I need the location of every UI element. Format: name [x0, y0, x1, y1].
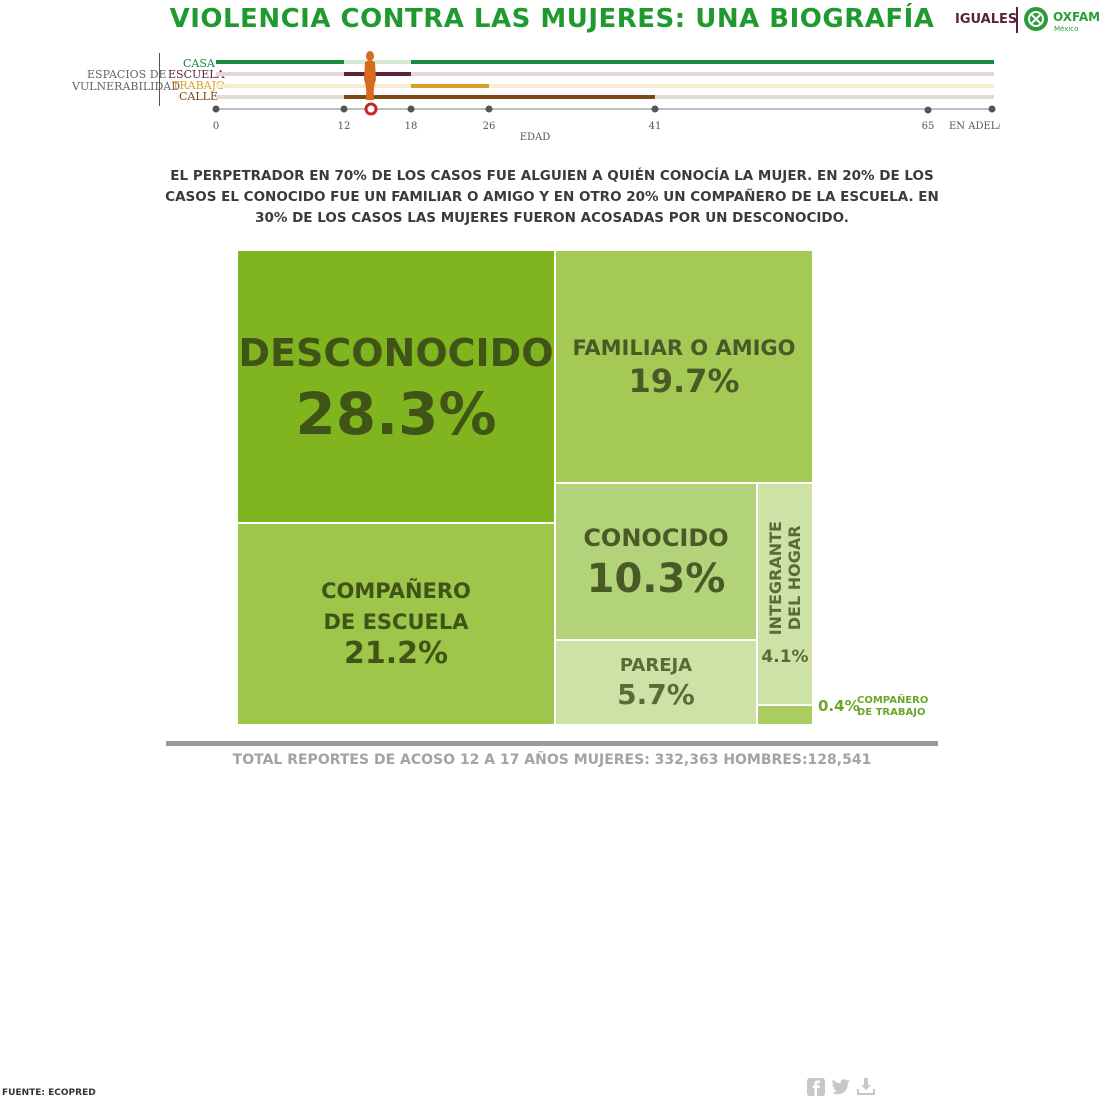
treemap-cell-companero-escuela: COMPAÑERO DE ESCUELA 21.2% — [237, 523, 555, 725]
oxfam-logo-subtitle: México — [1054, 25, 1079, 33]
woman-figure-icon — [364, 51, 376, 100]
timeline-y-axis — [159, 53, 160, 106]
lane-bar-escuela-active — [344, 72, 411, 76]
total-separator — [166, 741, 938, 746]
lane-bar-trabajo-active — [411, 84, 489, 88]
facebook-icon[interactable] — [806, 1078, 826, 1098]
timeline-chart — [212, 51, 996, 116]
timeline-y-label-1: ESPACIOS DE — [87, 68, 167, 81]
tick-label-end: EN ADELANTE — [949, 121, 1000, 132]
treemap-value-companero-trabajo: 0.4% — [818, 697, 860, 715]
lane-label-escuela: ESCUELA — [168, 68, 225, 81]
lane-bar-escuela — [216, 72, 994, 76]
download-icon[interactable] — [856, 1078, 876, 1098]
treemap-label-companero-trabajo: COMPAÑERO DE TRABAJO — [857, 695, 929, 718]
tick-label-26: 26 — [482, 121, 496, 132]
treemap-cell-conocido: CONOCIDO 10.3% — [555, 483, 757, 640]
treemap-value: 4.1% — [761, 647, 809, 668]
description-text: EL PERPETRADOR EN 70% DE LOS CASOS FUE A… — [165, 168, 939, 226]
lane-bar-casa-highlight — [344, 60, 411, 64]
treemap-cell-familiar-amigo: FAMILIAR O AMIGO 19.7% — [555, 250, 813, 483]
timeline-y-label-2: VULNERABILIDAD — [72, 80, 181, 93]
tick-dot-12 — [340, 105, 348, 113]
treemap-label: FAMILIAR O AMIGO — [572, 335, 796, 360]
treemap-value: 10.3% — [586, 555, 726, 602]
treemap-value: 28.3% — [295, 379, 497, 448]
treemap-cell-pareja: PAREJA 5.7% — [555, 640, 757, 725]
tick-label-65: 65 — [921, 121, 935, 132]
tick-dot-65 — [924, 106, 932, 114]
tick-dot-26 — [485, 105, 493, 113]
treemap-value: 21.2% — [343, 636, 449, 672]
oxfam-logo-text: OXFAM — [1053, 10, 1101, 24]
treemap-value: 5.7% — [617, 678, 695, 712]
treemap-label: COMPAÑERO DE ESCUELA — [321, 579, 471, 634]
treemap-label: PAREJA — [619, 655, 693, 677]
page-title: VIOLENCIA CONTRA LAS MUJERES: UNA BIOGRA… — [169, 4, 935, 34]
treemap-cell-desconocido: DESCONOCIDO 28.3% — [237, 250, 555, 523]
tick-label-12: 12 — [337, 121, 351, 132]
tick-dot-end — [988, 105, 996, 113]
lane-label-calle: CALLE — [179, 90, 218, 103]
tick-dot-41 — [651, 105, 659, 113]
lane-bar-trabajo — [216, 84, 994, 88]
treemap-cell-integrante-hogar: INTEGRANTE DEL HOGAR 4.1% — [757, 483, 813, 705]
twitter-icon[interactable] — [831, 1078, 851, 1098]
tick-label-18: 18 — [404, 121, 418, 132]
total-reports-text: TOTAL REPORTES DE ACOSO 12 A 17 AÑOS MUJ… — [232, 752, 872, 768]
tick-label-0: 0 — [212, 121, 220, 132]
oxfam-logo-icon — [1024, 7, 1048, 31]
logo-divider — [1016, 7, 1018, 33]
iguales-logo: IGUALES — [955, 12, 1018, 27]
timeline-x-label: EDAD — [519, 132, 551, 143]
tick-label-41: 41 — [648, 121, 662, 132]
source-text: FUENTE: ECOPRED — [2, 1088, 96, 1098]
tick-dot-0 — [212, 105, 220, 113]
treemap-label: DESCONOCIDO — [238, 330, 554, 375]
treemap-cell-companero-trabajo — [757, 705, 813, 725]
treemap-label: INTEGRANTE DEL HOGAR — [766, 520, 804, 636]
lane-bar-calle-active — [344, 95, 655, 99]
lane-label-trabajo: TRABAJO — [172, 79, 226, 92]
age-marker-icon — [364, 102, 378, 116]
treemap-value: 19.7% — [628, 362, 740, 401]
lane-label-casa: CASA — [183, 57, 215, 70]
tick-dot-18 — [407, 105, 415, 113]
treemap-label: CONOCIDO — [583, 524, 729, 553]
lane-bar-casa — [216, 60, 994, 64]
